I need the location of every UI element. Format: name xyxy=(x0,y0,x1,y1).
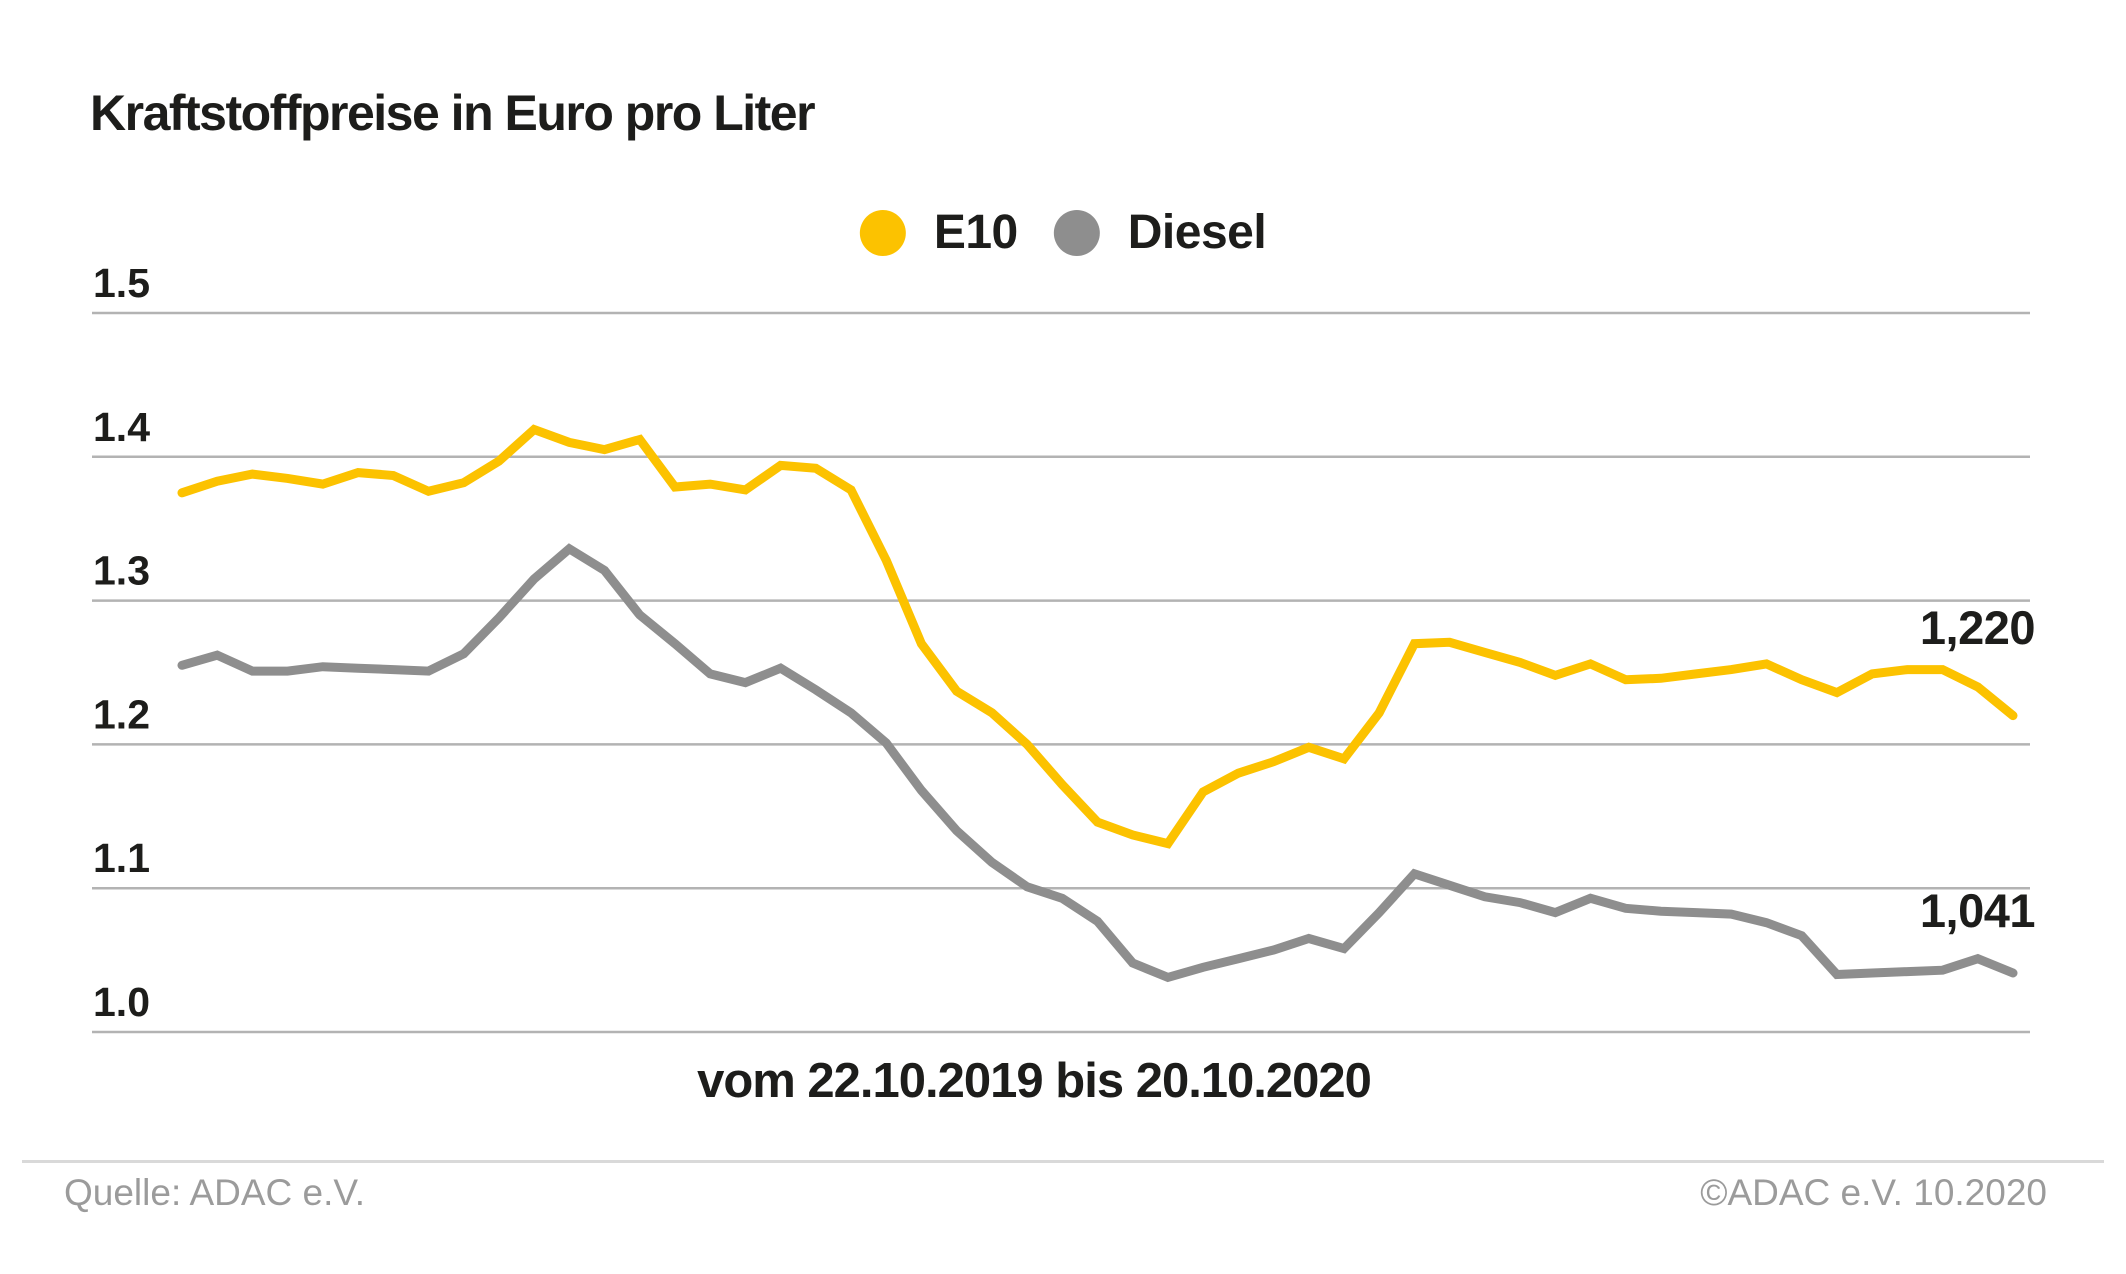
diesel-color-dot-icon xyxy=(1053,209,1100,256)
y-axis-tick-labels-group: 1.5 1.4 1.3 1.2 1.1 1.0 xyxy=(93,260,150,1025)
y-tick-label: 1.0 xyxy=(93,979,150,1025)
y-tick-label: 1.4 xyxy=(93,404,150,450)
legend-label-diesel: Diesel xyxy=(1127,206,1267,259)
page-title: Kraftstoffpreise in Euro pro Liter xyxy=(90,85,816,141)
source-credit: Quelle: ADAC e.V. xyxy=(64,1172,365,1213)
copyright-credit: ©ADAC e.V. 10.2020 xyxy=(1700,1172,2047,1213)
gridlines-group xyxy=(92,311,2030,1034)
e10-color-dot-icon xyxy=(859,209,906,256)
e10-line xyxy=(177,424,2018,849)
legend-label-e10: E10 xyxy=(933,206,1018,259)
data-series-group xyxy=(177,424,2018,983)
y-tick-label: 1.1 xyxy=(93,835,150,881)
y-tick-label: 1.5 xyxy=(93,260,150,306)
legend-item-diesel: Diesel xyxy=(1053,205,1267,260)
y-tick-label: 1.3 xyxy=(93,548,150,594)
footer-divider xyxy=(22,1160,2104,1163)
x-axis-range-label: vom 22.10.2019 bis 20.10.2020 xyxy=(697,1054,1372,1108)
e10-end-value-label: 1,220 xyxy=(1919,601,2036,654)
legend: E10 Diesel xyxy=(859,205,1267,260)
diesel-line xyxy=(177,543,2018,983)
y-tick-label: 1.2 xyxy=(93,691,150,737)
diesel-end-value-label: 1,041 xyxy=(1919,884,2036,937)
legend-item-e10: E10 xyxy=(859,205,1018,260)
